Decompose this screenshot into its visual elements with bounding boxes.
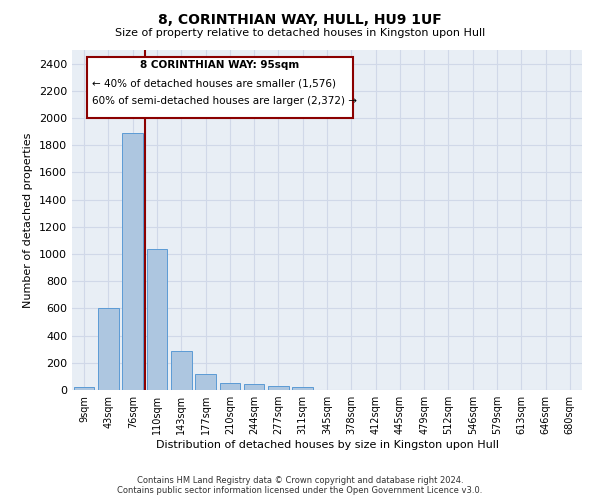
Bar [74, 388, 94, 390]
Y-axis label: Number of detached properties: Number of detached properties [23, 132, 34, 308]
Text: 8, CORINTHIAN WAY, HULL, HU9 1UF: 8, CORINTHIAN WAY, HULL, HU9 1UF [158, 12, 442, 26]
Text: ← 40% of detached houses are smaller (1,576): ← 40% of detached houses are smaller (1,… [92, 79, 337, 89]
Bar [268, 386, 289, 390]
Bar [244, 384, 265, 390]
Bar [292, 388, 313, 390]
Text: 8 CORINTHIAN WAY: 95sqm: 8 CORINTHIAN WAY: 95sqm [140, 60, 299, 70]
Bar [171, 350, 191, 390]
Text: 60% of semi-detached houses are larger (2,372) →: 60% of semi-detached houses are larger (… [92, 96, 358, 106]
FancyBboxPatch shape [88, 57, 353, 118]
Bar [146, 248, 167, 390]
Bar [122, 133, 143, 390]
X-axis label: Distribution of detached houses by size in Kingston upon Hull: Distribution of detached houses by size … [155, 440, 499, 450]
Bar [98, 308, 119, 390]
Bar [195, 374, 216, 390]
Bar [220, 383, 240, 390]
Text: Contains HM Land Registry data © Crown copyright and database right 2024.
Contai: Contains HM Land Registry data © Crown c… [118, 476, 482, 495]
Text: Size of property relative to detached houses in Kingston upon Hull: Size of property relative to detached ho… [115, 28, 485, 38]
